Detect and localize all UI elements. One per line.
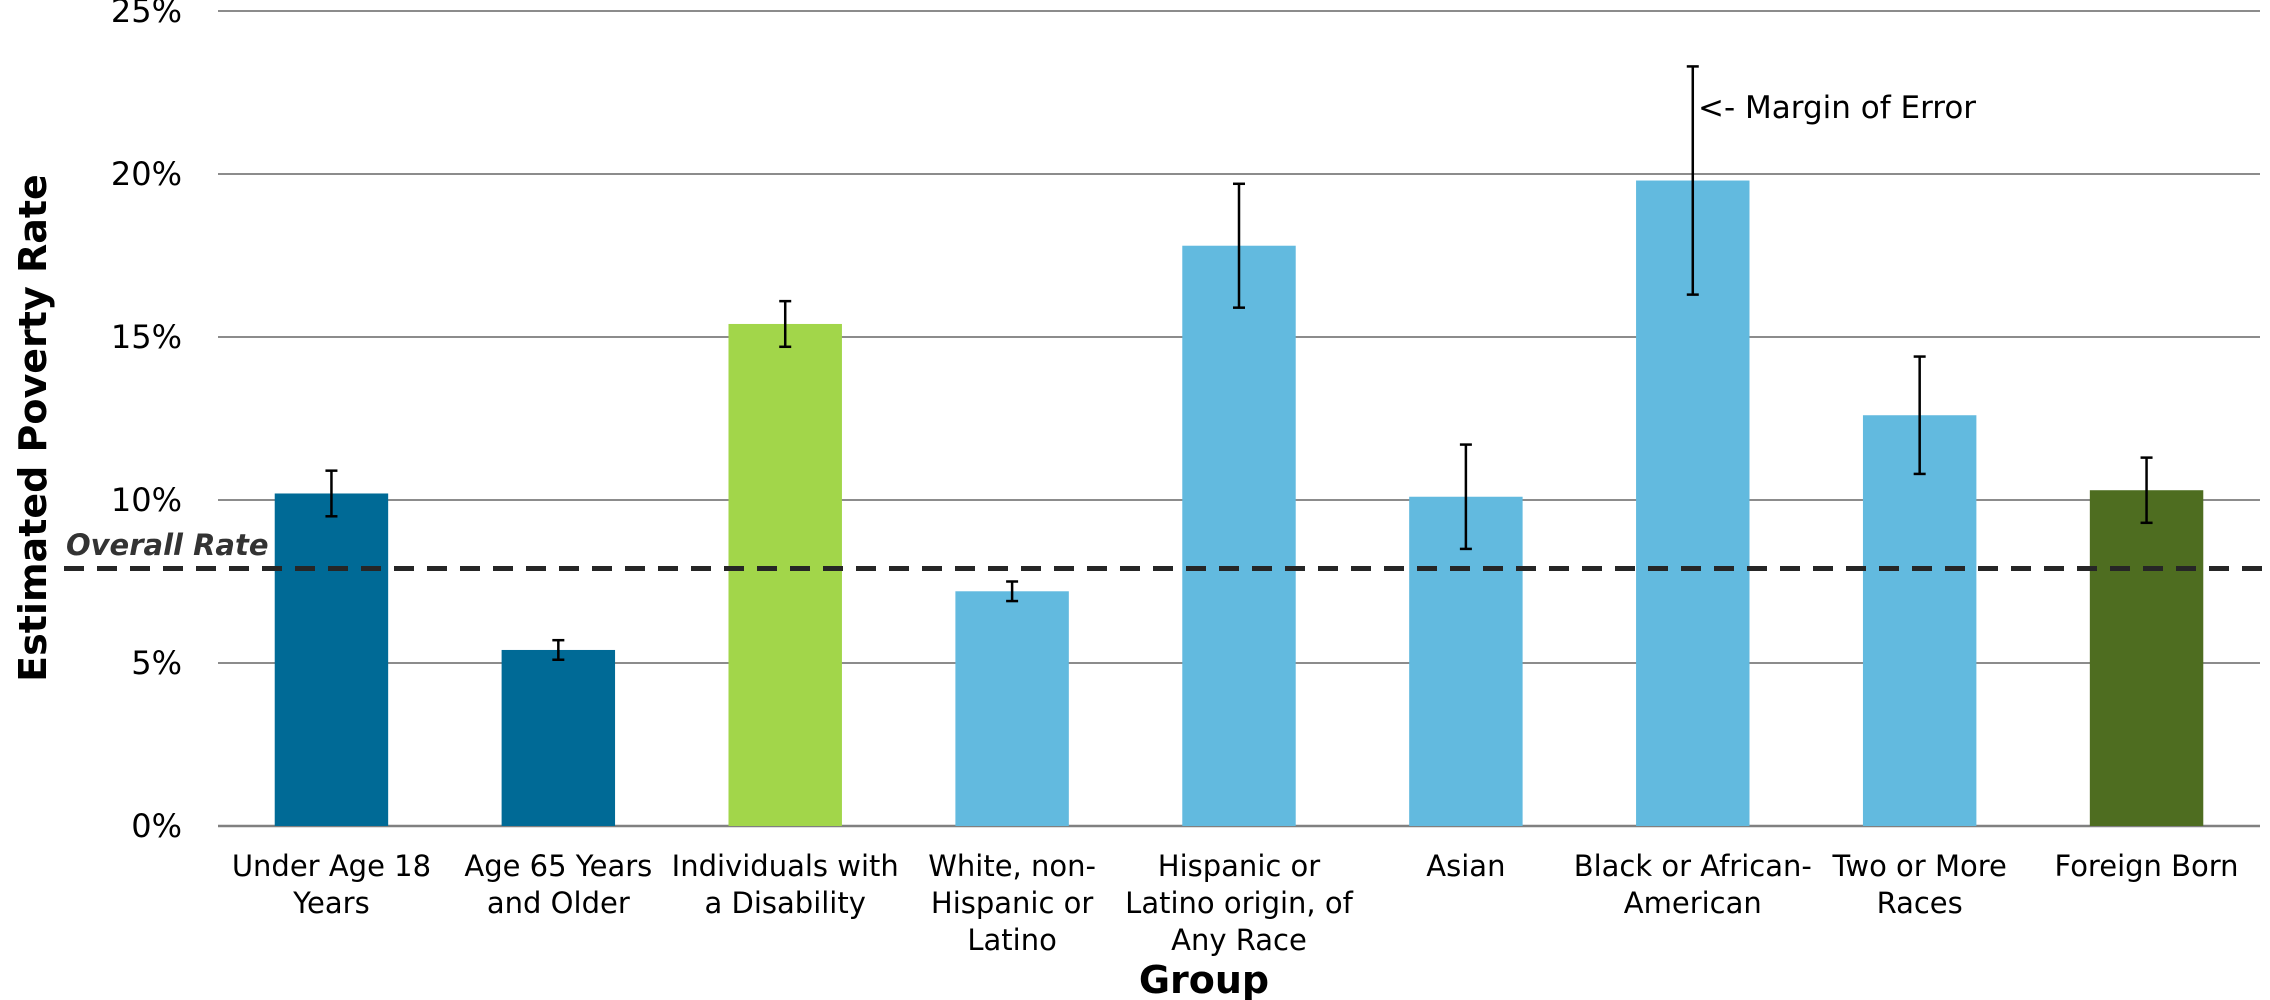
category-label-line: Asian [1426, 849, 1505, 883]
bar [275, 493, 388, 826]
bar [502, 650, 615, 826]
y-tick-label: 20% [111, 155, 182, 193]
y-tick-label: 15% [111, 318, 182, 356]
category-label-line: Under Age 18 [232, 849, 431, 883]
category-label: Under Age 18 Years [232, 849, 431, 920]
bar [1182, 246, 1295, 826]
bar [729, 324, 842, 826]
margin-of-error-annotation: <- Margin of Error [1698, 90, 1976, 126]
category-label-line: Latino origin, of [1125, 886, 1353, 920]
category-label-line: a Disability [705, 886, 866, 920]
y-tick-label: 25% [111, 0, 182, 30]
category-label-line: Age 65 Years [464, 849, 652, 883]
category-label: Black or African-American [1574, 849, 1812, 920]
category-label-line: and Older [487, 886, 630, 920]
category-label-line: Any Race [1171, 923, 1307, 957]
category-label: Foreign Born [2055, 849, 2239, 883]
category-label-line: Black or African- [1574, 849, 1812, 883]
bar [1863, 415, 1976, 826]
category-label: Individuals with a Disability [672, 849, 899, 920]
category-label: White, non-Hispanic or Latino [928, 849, 1096, 957]
category-label-line: Years [292, 886, 370, 920]
y-tick-labels: 0% 5% 10% 15% 20% 25% [111, 0, 182, 845]
y-tick-label: 0% [131, 807, 182, 845]
x-axis-title: Group [1139, 958, 1269, 1000]
category-label-line: Two or More [1831, 849, 2006, 883]
category-label: Age 65 Years and Older [464, 849, 652, 920]
category-label-line: Races [1877, 886, 1963, 920]
bar [2090, 490, 2203, 826]
category-label: Asian [1426, 849, 1505, 883]
category-label-line: White, non- [928, 849, 1096, 883]
overall-rate-label: Overall Rate [66, 528, 269, 562]
y-tick-label: 10% [111, 481, 182, 519]
category-label-line: Hispanic or [1158, 849, 1320, 883]
y-axis-title: Estimated Poverty Rate [11, 174, 55, 682]
category-label-line: Hispanic or [931, 886, 1093, 920]
category-labels: Under Age 18 Years Age 65 Years and Older In… [232, 849, 2239, 957]
category-label-line: American [1624, 886, 1762, 920]
category-label-line: Foreign Born [2055, 849, 2239, 883]
bar [955, 591, 1068, 826]
category-label: Two or More Races [1831, 849, 2006, 920]
category-label-line: Individuals with [672, 849, 899, 883]
category-label-line: Latino [967, 923, 1056, 957]
y-tick-label: 5% [131, 644, 182, 682]
category-label: Hispanic or Latino origin, of Any Race [1125, 849, 1353, 957]
